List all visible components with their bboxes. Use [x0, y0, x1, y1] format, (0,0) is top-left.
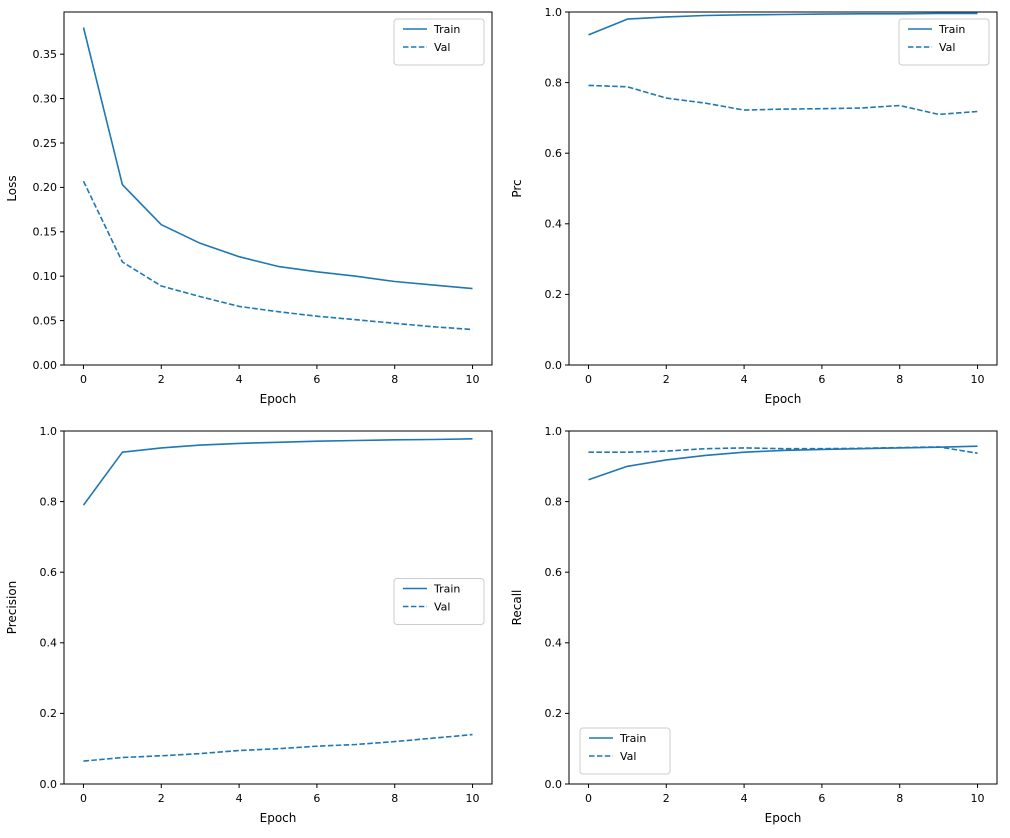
series-line-val: [83, 733, 473, 762]
axes-frame: [568, 430, 998, 785]
y-tick-label: 0.2: [40, 707, 58, 720]
legend-label-val: Val: [620, 750, 636, 763]
subplot-precision: 0 2 4 6 8 10 0.0 0.2 0.4 0.6 0.8 1.0 Epoch Precision T…: [0, 419, 505, 838]
x-tick-label: 8: [896, 792, 903, 805]
y-tick-label: 0.6: [545, 566, 563, 579]
axes-frame: [63, 11, 493, 366]
y-tick-label: 0.05: [33, 314, 58, 327]
x-tick-label: 6: [313, 373, 320, 386]
legend: [393, 578, 485, 625]
x-tick-label: 8: [391, 373, 398, 386]
y-tick-label: 0.30: [33, 92, 58, 105]
series-line-val: [588, 84, 978, 116]
legend-label-train: Train: [433, 583, 460, 596]
x-tick-label: 10: [971, 792, 985, 805]
x-tick-label: 4: [236, 792, 243, 805]
legend: [579, 727, 671, 775]
x-tick-label: 0: [80, 373, 87, 386]
y-tick-label: 0.4: [545, 218, 563, 231]
y-tick-label: 0.6: [40, 566, 58, 579]
y-tick-label: 0.00: [33, 359, 58, 372]
y-tick-label: 0.8: [40, 495, 58, 508]
y-tick-label: 0.25: [33, 137, 58, 150]
x-axis-label: Epoch: [260, 811, 297, 825]
legend-label-val: Val: [434, 601, 450, 614]
x-tick-label: 4: [236, 373, 243, 386]
x-tick-label: 10: [971, 373, 985, 386]
y-tick-label: 0.10: [33, 270, 58, 283]
y-tick-label: 0.6: [545, 147, 563, 160]
y-tick-label: 0.4: [40, 637, 58, 650]
series-line-train: [588, 12, 978, 36]
y-tick-label: 0.2: [545, 288, 563, 301]
x-axis-label: Epoch: [765, 811, 802, 825]
y-tick-label: 0.0: [545, 778, 563, 791]
x-tick-label: 2: [663, 373, 670, 386]
legend-label-train: Train: [938, 23, 965, 36]
y-tick-label: 0.2: [545, 707, 563, 720]
legend: [898, 18, 990, 66]
x-tick-label: 2: [663, 792, 670, 805]
legend-label-val: Val: [939, 41, 955, 54]
series-line-train: [82, 438, 473, 506]
x-tick-label: 2: [158, 792, 165, 805]
series-line-train: [82, 27, 473, 290]
legend-label-train: Train: [433, 23, 460, 36]
subplot-recall: 0 2 4 6 8 10 0.0 0.2 0.4 0.6 0.8 1.0 Epoch Recall Trai…: [505, 419, 1010, 838]
x-tick-label: 0: [585, 792, 592, 805]
x-tick-label: 8: [391, 792, 398, 805]
x-axis-label: Epoch: [260, 392, 297, 406]
y-axis-label: Recall: [510, 590, 524, 626]
y-axis-label: Precision: [5, 581, 19, 635]
x-tick-label: 6: [313, 792, 320, 805]
x-tick-label: 10: [466, 792, 480, 805]
legend-label-train: Train: [619, 732, 646, 745]
y-tick-label: 0.8: [545, 495, 563, 508]
y-axis-label: Prc: [510, 179, 524, 197]
y-tick-label: 0.0: [545, 359, 563, 372]
legend: [393, 18, 485, 66]
x-tick-label: 6: [818, 373, 825, 386]
x-tick-label: 8: [896, 373, 903, 386]
y-tick-label: 0.35: [33, 48, 58, 61]
x-axis-label: Epoch: [765, 392, 802, 406]
subplot-loss: 0 2 4 6 8 10 0.00 0.05 0.10 0.15 0.20 0.25 0.30 0.35 E…: [0, 0, 505, 419]
axes-frame: [568, 11, 998, 366]
prc-chart: 0 2 4 6 8 10 0.0 0.2 0.4 0.6 0.8 1.0 Epoch Prc Train Va…: [510, 6, 998, 406]
x-tick-label: 4: [741, 792, 748, 805]
y-tick-label: 0.15: [33, 226, 58, 239]
x-tick-label: 6: [818, 792, 825, 805]
loss-chart: 0 2 4 6 8 10 0.00 0.05 0.10 0.15 0.20 0.25 0.30 0.35 E…: [5, 11, 493, 406]
legend-label-val: Val: [434, 41, 450, 54]
recall-chart: 0 2 4 6 8 10 0.0 0.2 0.4 0.6 0.8 1.0 Epoch Recall Trai…: [510, 425, 998, 825]
y-tick-label: 1.0: [40, 425, 58, 438]
y-tick-label: 0.0: [40, 778, 58, 791]
precision-chart: 0 2 4 6 8 10 0.0 0.2 0.4 0.6 0.8 1.0 Epoch Precision T…: [5, 425, 493, 825]
x-tick-label: 0: [80, 792, 87, 805]
axes-frame: [63, 430, 493, 785]
series-line-val: [588, 446, 978, 454]
y-tick-label: 1.0: [545, 425, 563, 438]
y-tick-label: 0.20: [33, 181, 58, 194]
subplot-prc: 0 2 4 6 8 10 0.0 0.2 0.4 0.6 0.8 1.0 Epoch Prc Train Va…: [505, 0, 1010, 419]
y-tick-label: 0.4: [545, 637, 563, 650]
y-tick-label: 0.8: [545, 76, 563, 89]
y-tick-label: 1.0: [545, 6, 563, 19]
y-axis-label: Loss: [5, 175, 19, 201]
x-tick-label: 0: [585, 373, 592, 386]
x-tick-label: 2: [158, 373, 165, 386]
x-tick-label: 4: [741, 373, 748, 386]
x-tick-label: 10: [466, 373, 480, 386]
series-line-val: [82, 180, 473, 331]
